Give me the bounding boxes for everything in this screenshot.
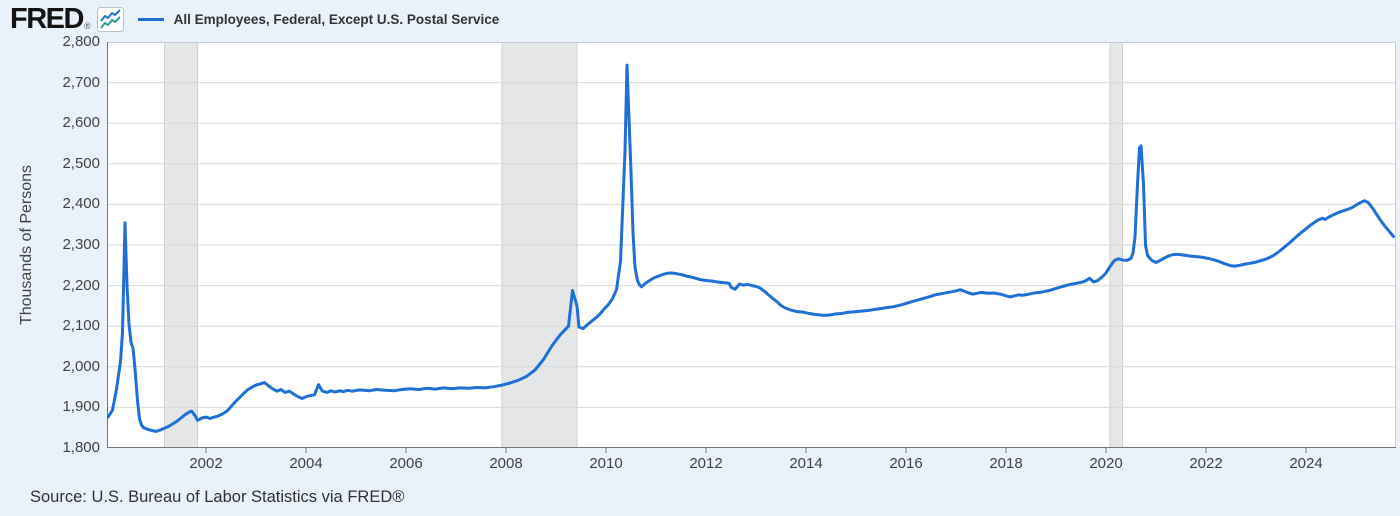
y-tick-label: 2,800 [62, 33, 100, 50]
x-tick-label: 2018 [989, 455, 1023, 472]
fred-logo-registered-mark: ® [83, 21, 91, 31]
legend-item[interactable]: All Employees, Federal, Except U.S. Post… [137, 11, 500, 27]
x-tick-label: 2022 [1189, 455, 1223, 472]
y-tick-label: 2,300 [62, 236, 100, 253]
x-tick-label: 2020 [1089, 455, 1123, 472]
data-line [107, 63, 1395, 433]
x-tick-label: 2016 [889, 455, 923, 472]
y-tick-label: 2,400 [62, 195, 100, 213]
y-tick-label: 1,900 [62, 398, 100, 416]
y-tick-label: 2,000 [62, 357, 100, 375]
y-tick-label: 1,800 [62, 439, 100, 456]
x-tick-label: 2006 [389, 455, 423, 472]
plot-area[interactable] [107, 42, 1396, 454]
legend-line-swatch [137, 17, 164, 21]
x-tick-label: 2008 [489, 455, 523, 472]
y-tick-label: 2,100 [62, 317, 100, 335]
x-tick-label: 2024 [1289, 455, 1323, 472]
x-tick-label: 2002 [189, 455, 223, 472]
legend-label: All Employees, Federal, Except U.S. Post… [173, 11, 500, 27]
fred-sparkline-icon [96, 6, 124, 32]
y-tick-label: 2,700 [62, 73, 100, 91]
y-tick-label: 2,500 [62, 154, 100, 172]
x-tick-label: 2014 [789, 455, 823, 472]
fred-logo-text: FRED [10, 3, 84, 35]
y-tick-label: 2,200 [62, 276, 100, 294]
x-tick-label: 2012 [689, 455, 723, 472]
y-tick-label: 2,600 [62, 114, 100, 132]
x-tick-label: 2010 [589, 455, 623, 472]
chart-header: FRED ® All Employees, Federal, Except U.… [10, 3, 499, 35]
source-note: Source: U.S. Bureau of Labor Statistics … [30, 488, 405, 506]
fred-logo[interactable]: FRED ® [10, 4, 91, 34]
x-tick-label: 2004 [289, 455, 323, 472]
